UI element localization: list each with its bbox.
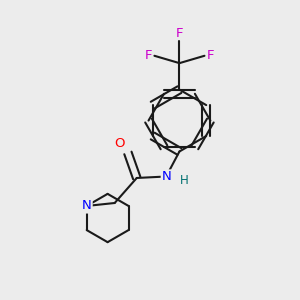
Text: H: H [179,174,188,188]
Text: O: O [115,137,125,150]
Text: F: F [207,49,214,62]
Text: N: N [82,200,92,212]
Text: N: N [161,170,171,183]
Text: N: N [82,200,92,212]
Text: F: F [145,49,152,62]
Text: F: F [176,27,183,40]
